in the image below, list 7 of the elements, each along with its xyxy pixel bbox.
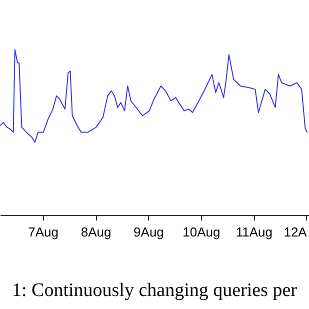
text: 1: Continuously changing queries per (12, 280, 298, 301)
x-tick-label: 9Aug (134, 224, 164, 240)
x-tick-label: 10Aug (182, 224, 220, 240)
x-tick-label: 11Aug (236, 224, 272, 240)
x-tick-label: 7Aug (28, 224, 59, 240)
x-tick-label: 12A (284, 224, 308, 240)
x-tick-label: 8Aug (80, 224, 112, 240)
